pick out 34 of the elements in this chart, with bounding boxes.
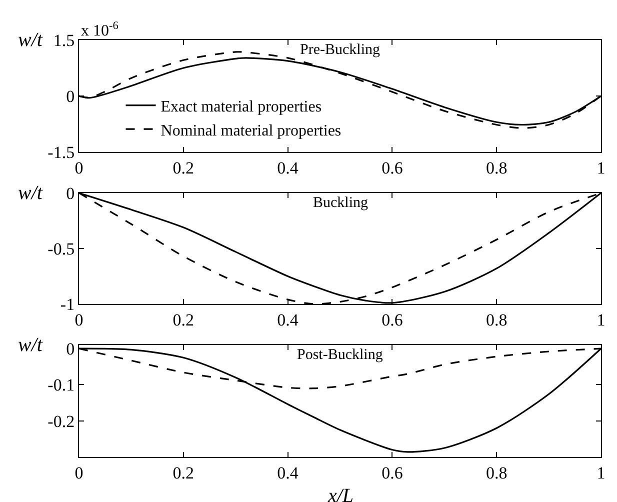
x-tick-label: 0.2 (172, 310, 194, 330)
x-tick-label: 1 (596, 463, 606, 482)
annotation: x 10$^{-6}$ (81, 20, 119, 40)
legend-label: Nominal material properties (160, 122, 342, 140)
y-tick-label: -0.2 (48, 412, 75, 431)
y-tick-label: -0.1 (48, 376, 75, 395)
y-axis-title: w/t (18, 182, 43, 204)
chart-title: Buckling (313, 195, 368, 211)
x-tick-label: 0.2 (172, 463, 194, 482)
x-tick-label: 0.2 (172, 158, 194, 178)
x-axis-title: x/L (327, 485, 354, 502)
x-tick-label: 0.8 (486, 158, 508, 178)
y-axis-title: w/t (18, 334, 43, 356)
y-tick-label: 0 (66, 340, 75, 359)
x-tick-label: 0.4 (277, 158, 299, 178)
y-tick-label: -1 (60, 294, 75, 314)
y-tick-label: -0.5 (48, 239, 75, 258)
x-tick-label: 0.8 (486, 463, 508, 482)
x-tick-label: 0.6 (382, 463, 403, 482)
y-tick-label: 1.5 (53, 30, 75, 50)
x-tick-label: 0.4 (277, 310, 299, 330)
x-tick-label: 0.4 (277, 463, 299, 482)
x-tick-label: 0.8 (486, 310, 508, 330)
x-tick-label: 1 (596, 310, 606, 330)
y-tick-label: -1.5 (48, 142, 75, 162)
chart-title: Pre-Buckling (300, 42, 380, 58)
y-tick-label: 0 (66, 184, 75, 203)
legend-label: Exact material properties (160, 98, 322, 116)
x-tick-label: 0.6 (382, 310, 403, 330)
y-axis-title: w/t (18, 29, 43, 51)
x-tick-label: 1 (596, 158, 606, 178)
y-tick-label: 0 (66, 86, 75, 106)
x-tick-label: 0.6 (382, 158, 403, 178)
chart-title: Post-Buckling (297, 347, 384, 363)
